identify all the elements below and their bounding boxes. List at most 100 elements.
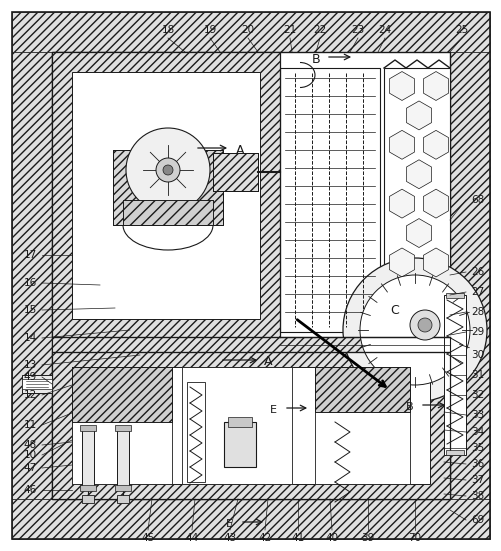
Circle shape [342,258,486,402]
Bar [212,153,258,191]
Bar [52,352,449,499]
Polygon shape [406,219,431,247]
Polygon shape [389,131,414,159]
Text: 19: 19 [203,25,216,35]
Text: 40: 40 [325,533,338,543]
Polygon shape [423,248,447,277]
Text: 17: 17 [24,250,37,260]
Bar [383,68,449,332]
Text: 26: 26 [470,267,483,277]
Circle shape [409,310,439,340]
Text: 23: 23 [351,25,364,35]
Circle shape [163,165,173,175]
Text: B: B [406,402,413,412]
Bar [82,495,94,503]
Bar [123,200,212,225]
Bar [12,12,489,52]
Bar [182,367,292,484]
Text: 14: 14 [24,333,37,343]
Polygon shape [423,189,447,218]
Bar [80,425,96,431]
Bar [12,52,52,499]
Bar [117,495,129,503]
Text: 32: 32 [470,390,483,400]
Text: 46: 46 [24,485,37,495]
Circle shape [359,275,469,385]
Text: 24: 24 [378,25,391,35]
Text: 16: 16 [24,278,37,288]
Bar [52,337,449,352]
Bar [72,367,172,422]
Polygon shape [389,248,414,277]
Text: 68: 68 [470,195,483,205]
Text: 37: 37 [470,475,483,485]
Polygon shape [406,101,431,130]
Bar [115,425,131,431]
Text: A: A [235,143,244,156]
Bar [445,450,463,455]
Bar [314,367,409,412]
Text: B: B [311,52,319,66]
Bar [314,367,409,484]
Text: 12: 12 [24,390,37,400]
Bar [117,427,129,487]
Text: 70: 70 [408,533,421,543]
Text: E: E [270,405,277,415]
Circle shape [126,128,209,212]
Text: 47: 47 [24,463,37,473]
Bar [52,337,449,352]
Bar [52,352,449,499]
Text: 49: 49 [24,372,37,382]
Text: 13: 13 [24,360,37,370]
Bar [82,427,94,487]
Text: 21: 21 [283,25,296,35]
Bar [12,499,489,539]
Text: 34: 34 [470,427,483,437]
Text: 41: 41 [291,533,304,543]
Text: E: E [225,519,232,529]
Bar [72,72,260,319]
Bar [72,367,172,422]
Bar [115,485,131,491]
Bar [227,417,252,427]
Text: 25: 25 [454,25,468,35]
Bar [72,367,172,484]
Bar [212,153,258,191]
Text: 20: 20 [241,25,254,35]
Text: 11: 11 [24,420,37,430]
Polygon shape [423,131,447,159]
Polygon shape [406,160,431,188]
Polygon shape [423,72,447,100]
Text: 18: 18 [161,25,174,35]
Bar [22,375,52,393]
Bar [113,150,222,225]
Bar [280,68,379,332]
Bar [80,485,96,491]
Text: C: C [390,304,399,316]
Text: 28: 28 [470,307,483,317]
Bar [113,150,222,225]
Circle shape [417,318,431,332]
Text: 35: 35 [470,443,483,453]
Text: 42: 42 [258,533,271,543]
Text: 45: 45 [141,533,154,543]
Bar [52,52,280,337]
Bar [123,200,212,225]
Polygon shape [389,72,414,100]
Bar [72,367,429,484]
Text: 29: 29 [470,327,483,337]
Text: 43: 43 [223,533,236,543]
Text: 30: 30 [470,350,483,360]
Circle shape [156,158,180,182]
Text: 36: 36 [470,459,483,469]
Bar [52,52,449,499]
Bar [52,52,280,337]
Polygon shape [389,189,414,218]
Text: 39: 39 [361,533,374,543]
Text: 44: 44 [185,533,198,543]
Text: 38: 38 [470,491,483,501]
Bar [223,422,256,467]
Text: 10: 10 [24,450,37,460]
Text: 27: 27 [470,287,483,297]
Text: 69: 69 [470,515,483,525]
